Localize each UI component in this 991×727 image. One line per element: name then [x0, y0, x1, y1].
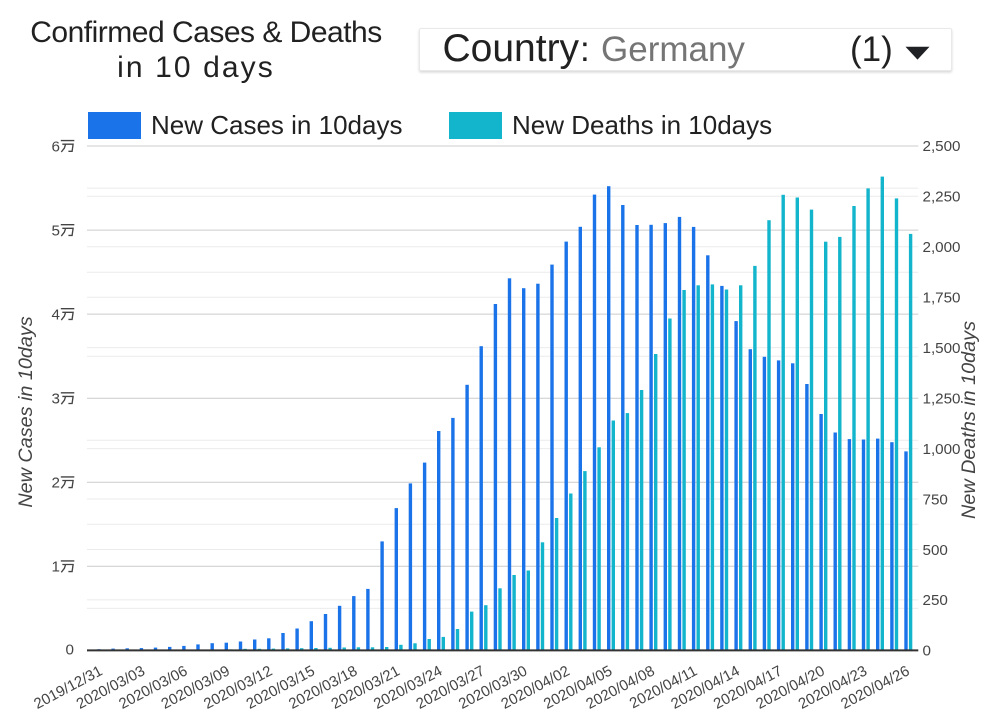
svg-text:2: 2 — [52, 475, 60, 492]
svg-text:6: 6 — [52, 138, 60, 155]
svg-text:New Deaths in 10days: New Deaths in 10days — [958, 321, 980, 519]
svg-text:3: 3 — [52, 391, 60, 408]
svg-text:250: 250 — [923, 592, 948, 609]
svg-text:1,500: 1,500 — [923, 340, 961, 357]
svg-text:1,250: 1,250 — [923, 390, 961, 407]
svg-text:0: 0 — [66, 641, 74, 658]
svg-text:1,000: 1,000 — [923, 441, 961, 458]
svg-text:New Cases in 10days: New Cases in 10days — [15, 316, 37, 507]
svg-text:4: 4 — [52, 306, 60, 323]
svg-text:2,500: 2,500 — [923, 138, 961, 155]
svg-text:2,250: 2,250 — [923, 189, 961, 206]
svg-text:750: 750 — [923, 491, 948, 508]
svg-text:500: 500 — [923, 542, 948, 559]
svg-text:1,750: 1,750 — [923, 290, 961, 307]
svg-text:2,000: 2,000 — [923, 239, 961, 256]
svg-text:0: 0 — [923, 643, 931, 660]
svg-text:1: 1 — [52, 559, 60, 576]
svg-text:5: 5 — [52, 222, 60, 239]
